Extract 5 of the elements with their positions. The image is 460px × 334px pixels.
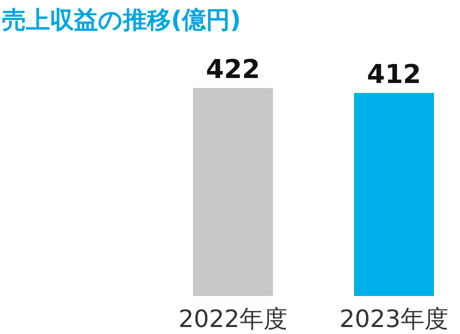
x-tick-label: 2023年度	[339, 305, 449, 333]
data-label: 422	[206, 55, 260, 85]
x-tick-label: 2022年度	[178, 305, 288, 333]
data-label: 412	[366, 60, 422, 90]
chart-title: 売上収益の推移(億円)	[2, 6, 241, 34]
